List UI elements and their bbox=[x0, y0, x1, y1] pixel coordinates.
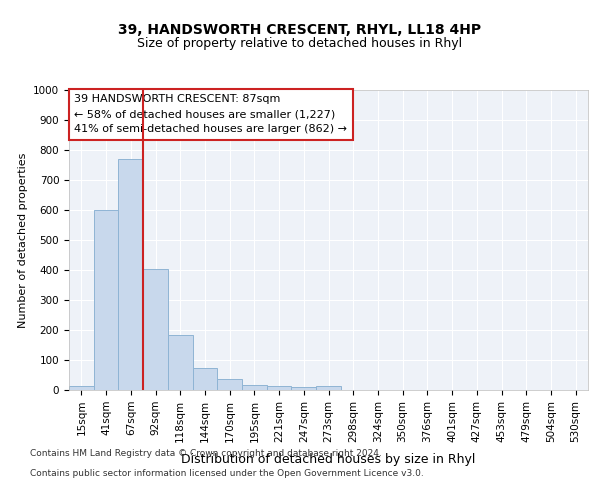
Bar bbox=[143, 268, 168, 390]
Bar bbox=[292, 387, 316, 390]
Bar bbox=[193, 368, 217, 390]
Bar bbox=[94, 210, 118, 390]
Bar bbox=[316, 386, 341, 390]
Text: Contains HM Land Registry data © Crown copyright and database right 2024.: Contains HM Land Registry data © Crown c… bbox=[30, 448, 382, 458]
Bar bbox=[118, 159, 143, 390]
Y-axis label: Number of detached properties: Number of detached properties bbox=[17, 152, 28, 328]
Bar bbox=[217, 378, 242, 390]
X-axis label: Distribution of detached houses by size in Rhyl: Distribution of detached houses by size … bbox=[181, 453, 476, 466]
Bar bbox=[69, 386, 94, 390]
Text: Contains public sector information licensed under the Open Government Licence v3: Contains public sector information licen… bbox=[30, 468, 424, 477]
Bar bbox=[242, 385, 267, 390]
Text: 39, HANDSWORTH CRESCENT, RHYL, LL18 4HP: 39, HANDSWORTH CRESCENT, RHYL, LL18 4HP bbox=[118, 22, 482, 36]
Text: 39 HANDSWORTH CRESCENT: 87sqm
← 58% of detached houses are smaller (1,227)
41% o: 39 HANDSWORTH CRESCENT: 87sqm ← 58% of d… bbox=[74, 94, 347, 134]
Bar bbox=[267, 386, 292, 390]
Bar bbox=[168, 334, 193, 390]
Text: Size of property relative to detached houses in Rhyl: Size of property relative to detached ho… bbox=[137, 38, 463, 51]
